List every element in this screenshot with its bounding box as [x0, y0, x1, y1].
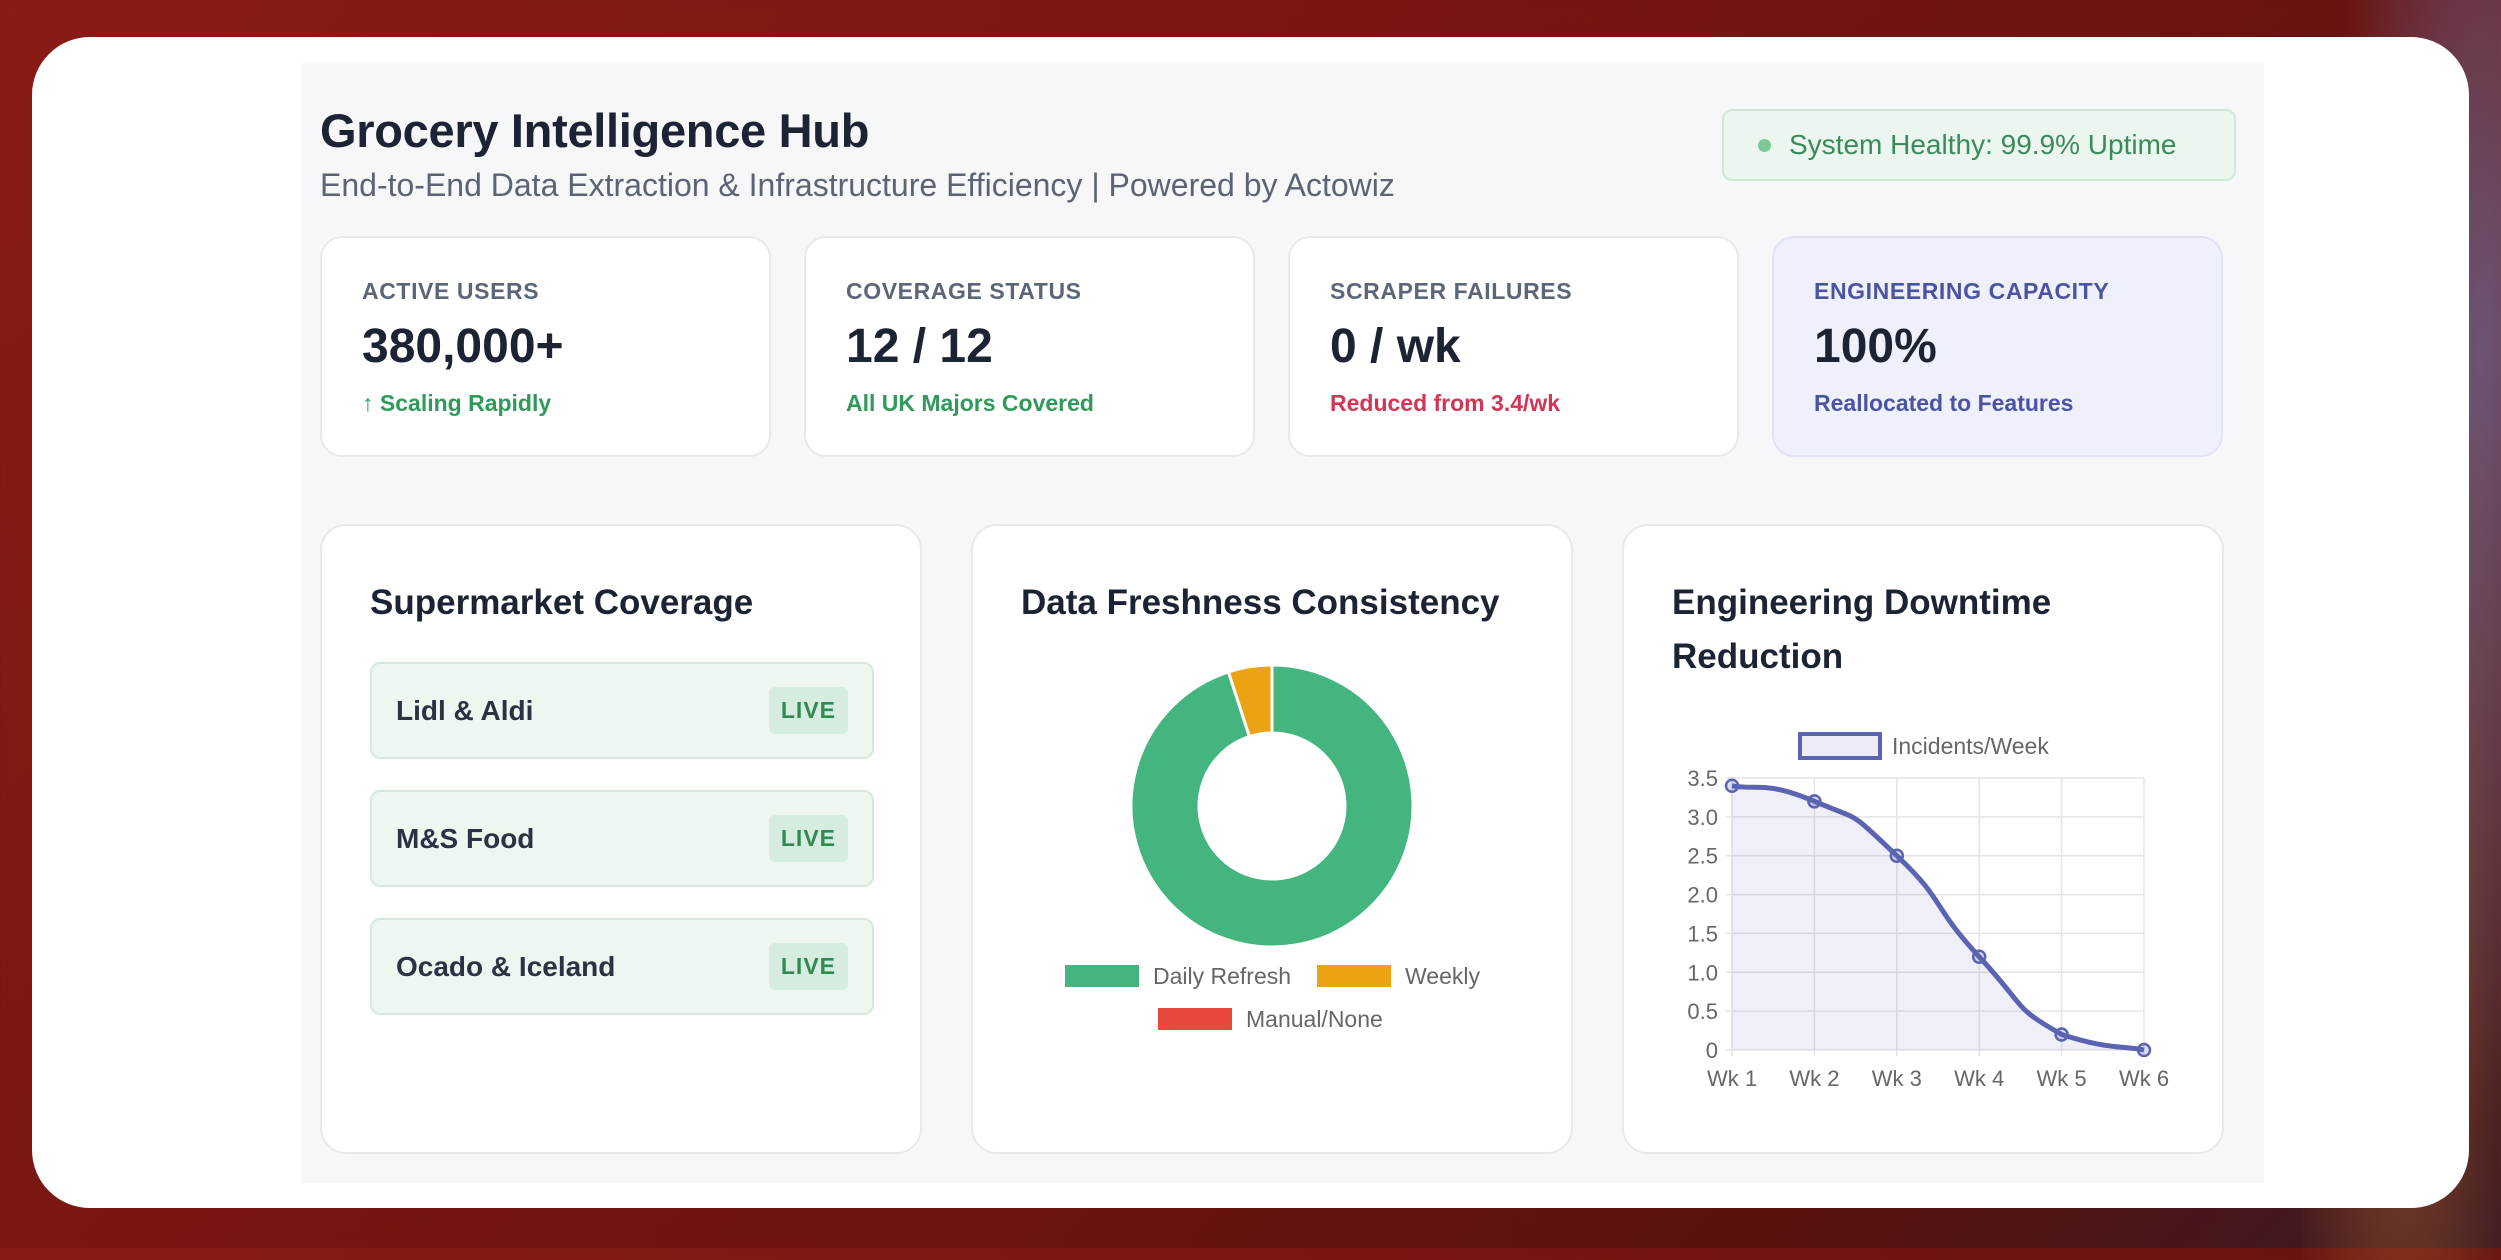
list-item: Lidl & Aldi LIVE [370, 662, 874, 759]
kpi-value: 380,000+ [362, 320, 564, 373]
panel-title-line: Engineering Downtime [1672, 583, 2052, 622]
kpi-label: COVERAGE STATUS [846, 278, 1082, 304]
legend-label: Manual/None [1246, 1006, 1383, 1032]
y-tick-label: 2.5 [1687, 844, 1718, 869]
slide-card: Grocery Intelligence Hub End-to-End Data… [32, 37, 2469, 1208]
kpi-label: SCRAPER FAILURES [1330, 278, 1573, 304]
system-status-badge: System Healthy: 99.9% Uptime [1722, 109, 2236, 181]
doughnut-slice [1226, 663, 1274, 739]
kpi-note: ↑ Scaling Rapidly [362, 390, 552, 416]
legend-swatch [1317, 965, 1391, 987]
data-freshness-panel: Data Freshness Consistency Daily Refresh… [971, 524, 1573, 1154]
y-tick-label: 3.5 [1687, 766, 1718, 791]
y-tick-label: 2.0 [1687, 883, 1718, 908]
data-point [1889, 848, 1905, 863]
series-area [1732, 785, 2144, 1050]
x-tick-label: Wk 6 [2119, 1066, 2169, 1091]
kpi-value: 0 / wk [1330, 320, 1461, 373]
dashboard: Grocery Intelligence Hub End-to-End Data… [302, 63, 2264, 1183]
data-point [2136, 1042, 2152, 1058]
legend-label: Weekly [1405, 963, 1480, 989]
y-tick-label: 0.5 [1687, 999, 1718, 1024]
panel-title: Supermarket Coverage [370, 583, 754, 622]
list-item: M&S Food LIVE [370, 790, 874, 887]
kpi-label: ENGINEERING CAPACITY [1814, 278, 2110, 304]
legend-label: Daily Refresh [1153, 963, 1291, 989]
data-point [1724, 778, 1740, 794]
panel-title: Engineering Downtime Reduction [1672, 576, 2051, 684]
market-name: Ocado & Iceland [396, 950, 616, 982]
doughnut-slice [1129, 663, 1415, 949]
y-tick-label: 0 [1706, 1038, 1718, 1063]
kpi-value: 12 / 12 [846, 320, 993, 373]
kpi-note: Reduced from 3.4/wk [1330, 390, 1561, 416]
data-point [2054, 1027, 2069, 1042]
x-tick-label: Wk 1 [1707, 1066, 1757, 1091]
legend-swatch [1065, 965, 1139, 987]
series-line [1731, 783, 2145, 1053]
panel-title: Data Freshness Consistency [1021, 583, 1500, 622]
panel-title-line: Reduction [1672, 637, 1844, 676]
y-tick-label: 3.0 [1687, 805, 1718, 830]
status-badge: LIVE [768, 943, 848, 990]
freshness-doughnut-chart: Daily Refresh Weekly Manual/None [1065, 663, 1480, 1032]
legend-swatch [1158, 1008, 1232, 1030]
kpi-note: All UK Majors Covered [846, 390, 1094, 416]
legend-swatch [1798, 732, 1882, 760]
legend-label: Incidents/Week [1892, 733, 2049, 759]
y-tick-label: 1.5 [1687, 921, 1718, 946]
kpi-card-engineering-capacity: ENGINEERING CAPACITY 100% Reallocated to… [1772, 236, 2223, 457]
x-tick-label: Wk 4 [1954, 1066, 2004, 1091]
data-point [1971, 949, 1987, 964]
data-point [1807, 794, 1822, 809]
market-name: M&S Food [396, 822, 535, 854]
kpi-card-coverage-status: COVERAGE STATUS 12 / 12 All UK Majors Co… [804, 236, 1255, 457]
kpi-card-active-users: ACTIVE USERS 380,000+ ↑ Scaling Rapidly [320, 236, 771, 457]
page-title: Grocery Intelligence Hub [320, 104, 870, 157]
engineering-downtime-panel: Engineering Downtime Reduction Incidents… [1622, 524, 2224, 1154]
kpi-label: ACTIVE USERS [362, 278, 540, 304]
kpi-note: Reallocated to Features [1814, 390, 2074, 416]
kpi-card-scraper-failures: SCRAPER FAILURES 0 / wk Reduced from 3.4… [1288, 236, 1739, 457]
market-name: Lidl & Aldi [396, 694, 534, 726]
status-badge: LIVE [768, 687, 848, 734]
status-dot-icon [1758, 138, 1771, 152]
status-badge: LIVE [768, 815, 848, 862]
downtime-line-chart: Incidents/Week 0 0.5 1.0 1.5 2.0 2.5 3.0 3.5 Wk 1… [1687, 732, 2169, 1091]
y-tick-label: 1.0 [1687, 960, 1718, 985]
supermarket-coverage-panel: Supermarket Coverage Lidl & Aldi LIVE M&… [320, 524, 922, 1154]
x-tick-label: Wk 3 [1872, 1066, 1922, 1091]
list-item: Ocado & Iceland LIVE [370, 918, 874, 1015]
page-subtitle: End-to-End Data Extraction & Infrastruct… [320, 167, 1395, 203]
kpi-value: 100% [1814, 320, 1937, 373]
system-status-text: System Healthy: 99.9% Uptime [1789, 129, 2177, 160]
x-tick-label: Wk 5 [2037, 1066, 2087, 1091]
x-tick-label: Wk 2 [1789, 1066, 1839, 1091]
